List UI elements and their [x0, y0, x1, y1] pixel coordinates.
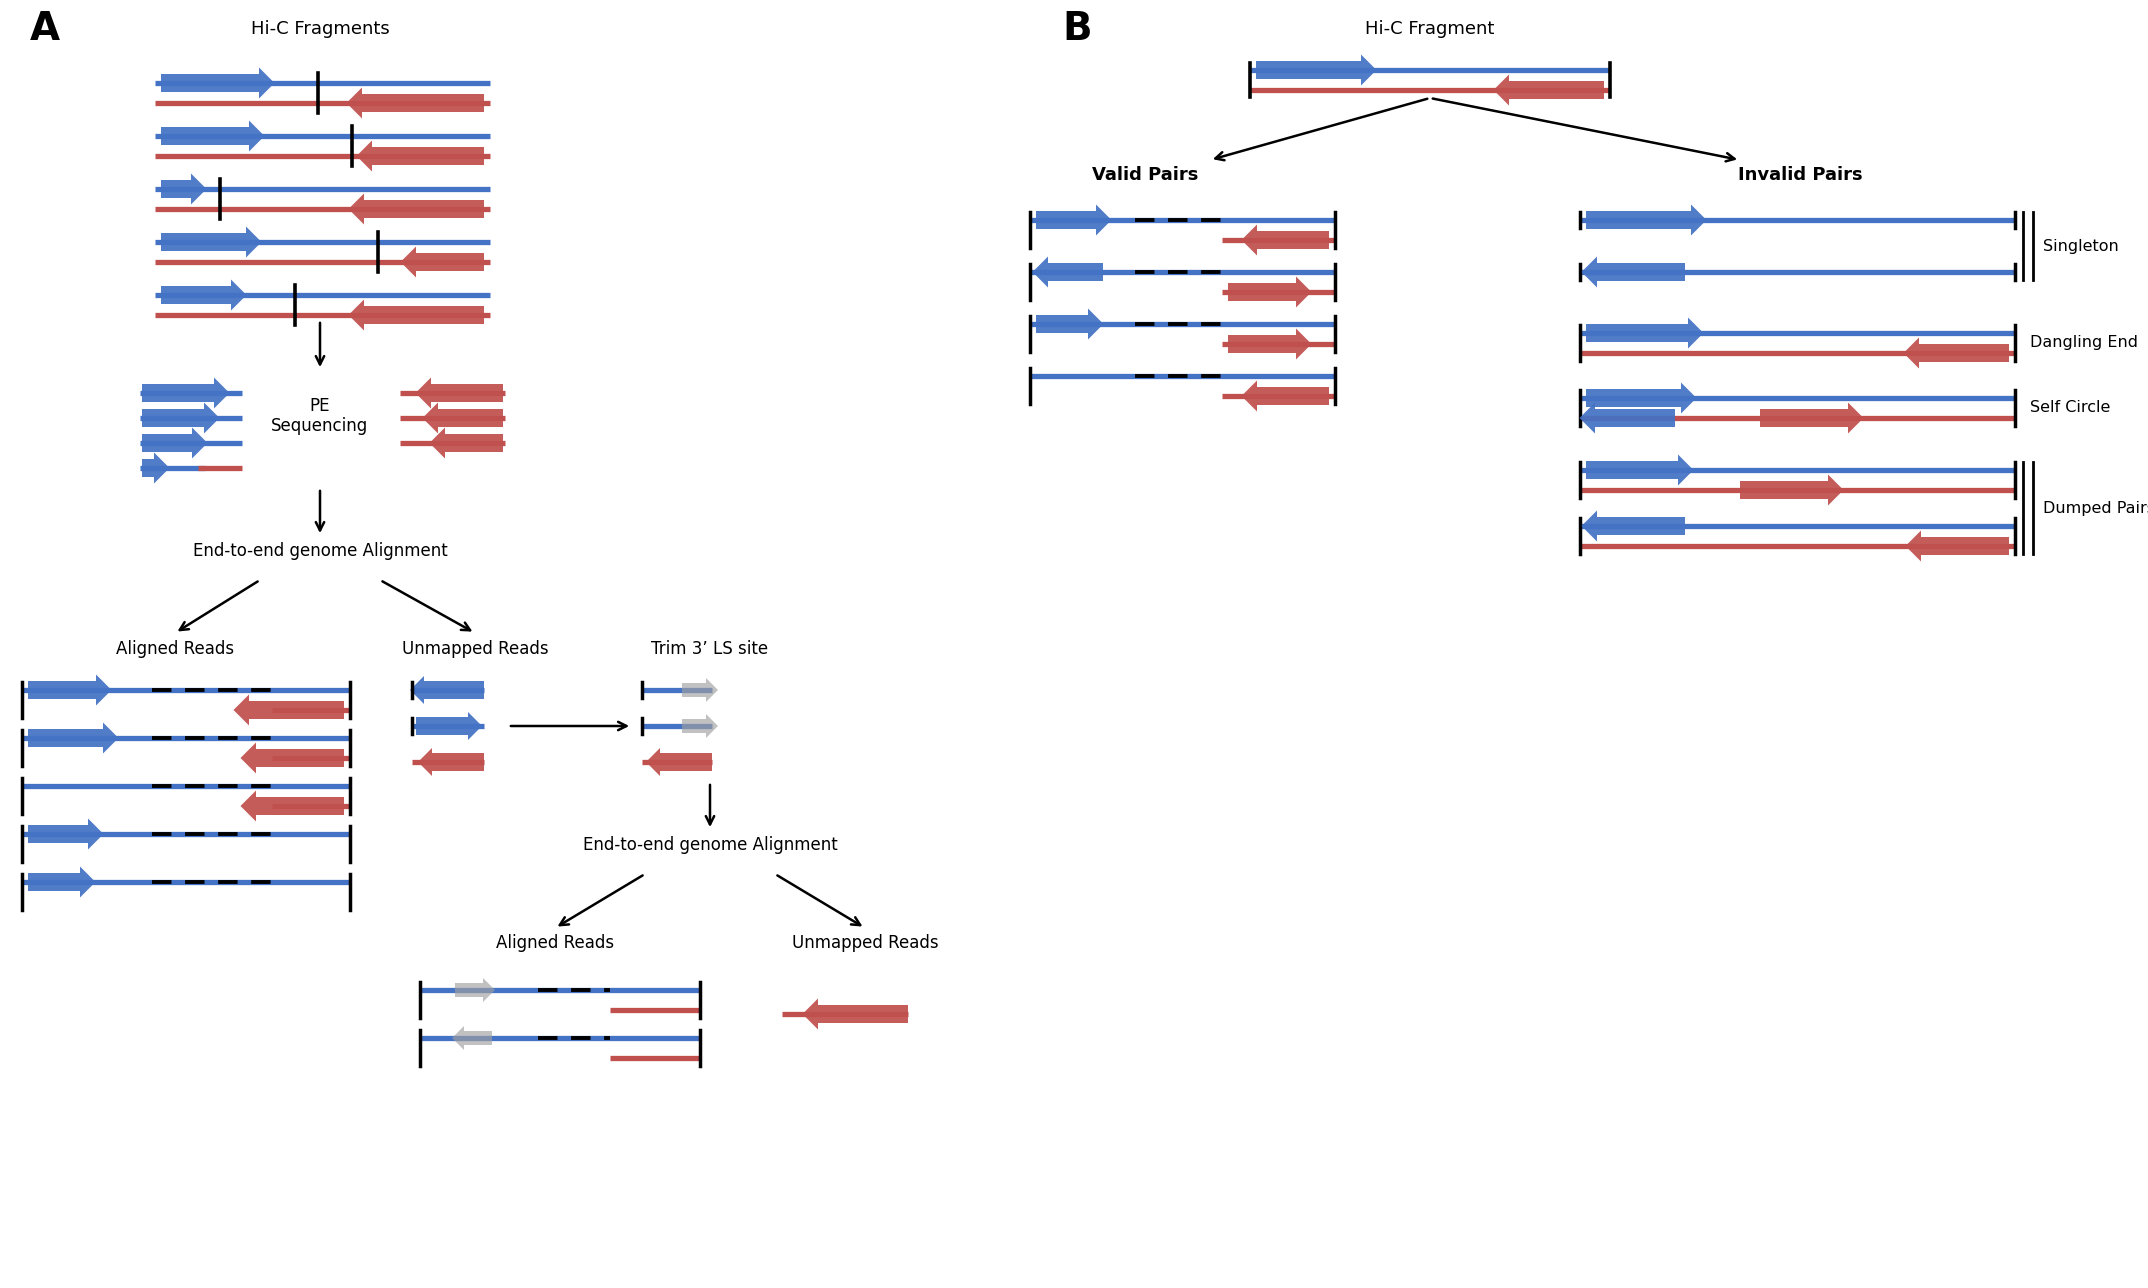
Polygon shape — [647, 748, 711, 775]
Polygon shape — [455, 978, 494, 1002]
Polygon shape — [241, 742, 344, 774]
Polygon shape — [430, 428, 503, 459]
Text: Singleton: Singleton — [2043, 238, 2118, 254]
Polygon shape — [417, 712, 481, 741]
Polygon shape — [1585, 455, 1693, 486]
Polygon shape — [683, 677, 717, 702]
Polygon shape — [241, 791, 344, 822]
Polygon shape — [451, 1027, 492, 1050]
Polygon shape — [1493, 75, 1605, 106]
Text: End-to-end genome Alignment: End-to-end genome Alignment — [193, 542, 447, 560]
Polygon shape — [234, 694, 344, 725]
Polygon shape — [161, 279, 247, 310]
Polygon shape — [28, 675, 112, 706]
Text: Dumped Pairs: Dumped Pairs — [2043, 501, 2148, 515]
Polygon shape — [400, 246, 483, 277]
Polygon shape — [142, 428, 208, 459]
Text: Self Circle: Self Circle — [2030, 401, 2109, 416]
Polygon shape — [1759, 403, 1864, 434]
Text: PE
Sequencing: PE Sequencing — [271, 397, 369, 435]
Polygon shape — [1585, 318, 1703, 349]
Polygon shape — [348, 193, 483, 224]
Polygon shape — [28, 723, 118, 753]
Text: Unmapped Reads: Unmapped Reads — [402, 640, 548, 658]
Text: Valid Pairs: Valid Pairs — [1091, 166, 1199, 184]
Polygon shape — [683, 714, 717, 738]
Text: Aligned Reads: Aligned Reads — [496, 934, 614, 952]
Polygon shape — [346, 88, 483, 118]
Polygon shape — [423, 403, 503, 434]
Polygon shape — [1242, 224, 1330, 255]
Polygon shape — [1579, 403, 1675, 434]
Text: Trim 3’ LS site: Trim 3’ LS site — [651, 640, 769, 658]
Polygon shape — [1905, 531, 2008, 562]
Polygon shape — [161, 227, 262, 258]
Text: Hi-C Fragment: Hi-C Fragment — [1366, 21, 1495, 39]
Polygon shape — [1257, 54, 1377, 85]
Text: End-to-end genome Alignment: End-to-end genome Alignment — [582, 836, 838, 854]
Polygon shape — [419, 748, 483, 775]
Polygon shape — [1585, 205, 1706, 236]
Polygon shape — [415, 377, 503, 408]
Polygon shape — [142, 377, 230, 408]
Polygon shape — [161, 174, 206, 205]
Polygon shape — [161, 121, 264, 152]
Text: Invalid Pairs: Invalid Pairs — [1738, 166, 1862, 184]
Polygon shape — [161, 67, 275, 98]
Polygon shape — [142, 452, 170, 483]
Text: Unmapped Reads: Unmapped Reads — [793, 934, 939, 952]
Polygon shape — [28, 818, 103, 850]
Text: A: A — [30, 10, 60, 48]
Text: Dangling End: Dangling End — [2030, 335, 2137, 350]
Polygon shape — [1581, 510, 1684, 541]
Polygon shape — [410, 676, 483, 705]
Polygon shape — [1035, 309, 1104, 340]
Polygon shape — [142, 403, 219, 434]
Text: Hi-C Fragments: Hi-C Fragments — [251, 21, 389, 39]
Polygon shape — [1581, 256, 1684, 287]
Polygon shape — [1903, 337, 2008, 368]
Polygon shape — [1033, 256, 1104, 287]
Polygon shape — [1035, 205, 1111, 236]
Polygon shape — [1229, 328, 1312, 359]
Polygon shape — [1229, 277, 1312, 308]
Polygon shape — [357, 140, 483, 171]
Polygon shape — [1585, 383, 1697, 413]
Polygon shape — [28, 867, 95, 898]
Polygon shape — [803, 998, 909, 1029]
Text: B: B — [1061, 10, 1091, 48]
Polygon shape — [1242, 380, 1330, 411]
Polygon shape — [1740, 474, 1843, 505]
Polygon shape — [348, 300, 483, 331]
Text: Aligned Reads: Aligned Reads — [116, 640, 234, 658]
